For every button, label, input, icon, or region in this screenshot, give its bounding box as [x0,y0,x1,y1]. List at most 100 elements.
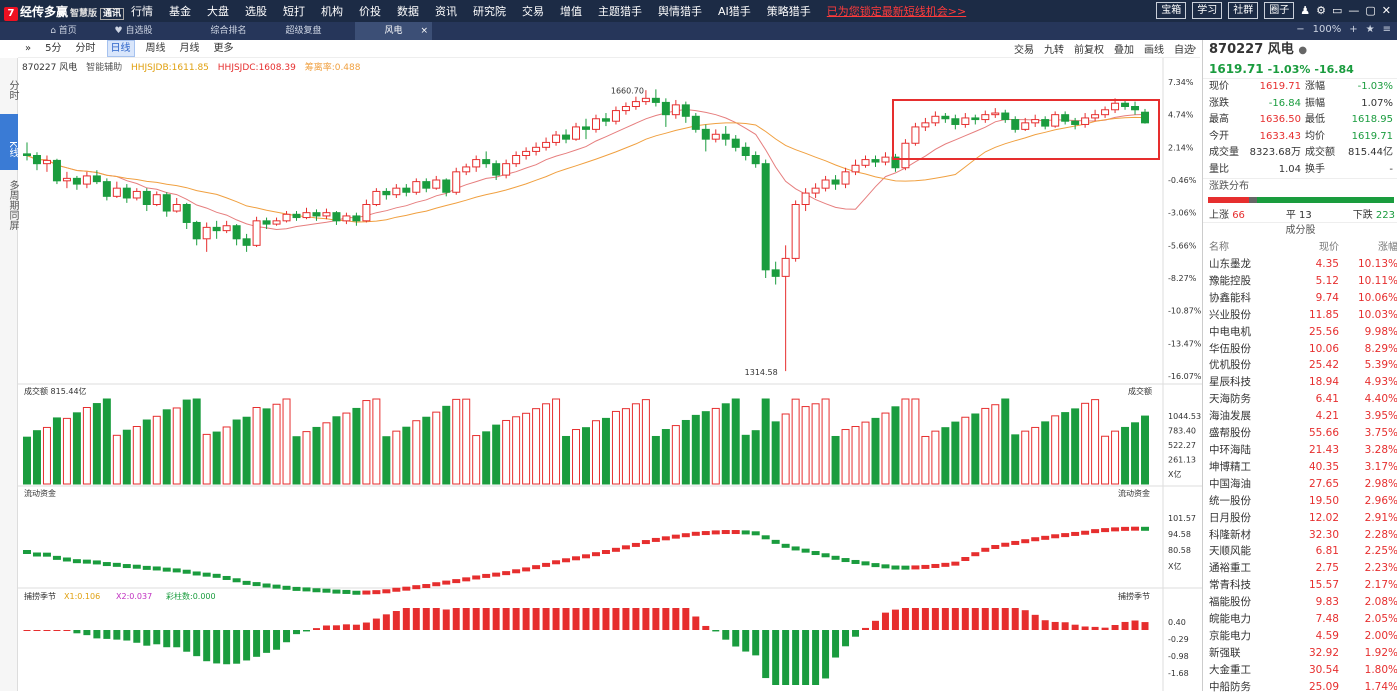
components-row[interactable]: 中国海油 27.65 2.98% [1203,476,1397,493]
components-row[interactable]: 科隆新材 32.30 2.28% [1203,527,1397,544]
components-row[interactable]: 皖能电力 7.48 2.05% [1203,611,1397,628]
components-row[interactable]: 中环海陆 21.43 3.28% [1203,442,1397,459]
tab-2[interactable]: 综合排名 [190,22,267,40]
nav-item-2[interactable]: 大盘 [207,5,229,18]
period-button-5[interactable]: 更多 [213,43,234,54]
info-icon[interactable]: ● [1298,45,1308,56]
volume-bar [701,411,710,485]
left-view-0[interactable]: 分时 [7,80,18,100]
volume-bar [671,425,680,485]
components-row[interactable]: 海油发展 4.21 3.95% [1203,408,1397,425]
minimize-icon[interactable]: — [1348,4,1360,17]
flow-bar [691,531,700,536]
components-row[interactable]: 通裕重工 2.75 2.23% [1203,560,1397,577]
period-button-3[interactable]: 周线 [145,43,166,54]
toolbar-right-button-2[interactable]: 前复权 [1074,45,1104,56]
period-button-4[interactable]: 月线 [179,43,200,54]
tab-4[interactable]: 风电 × [355,22,432,40]
user-icon[interactable]: ♟ [1300,4,1311,17]
nav-item-8[interactable]: 资讯 [435,5,457,18]
components-row[interactable]: 星辰科技 18.94 4.93% [1203,374,1397,391]
components-row[interactable]: 京能电力 4.59 2.00% [1203,628,1397,645]
tab-0[interactable]: ⌂ 首页 [25,22,102,40]
maximize-icon[interactable]: ▢ [1365,4,1376,17]
components-row[interactable]: 兴业股份 11.85 10.03% [1203,307,1397,324]
volume-bar [512,416,521,485]
toolbar-right-button-1[interactable]: 九转 [1044,45,1064,56]
collapse-icon[interactable]: » [25,43,32,54]
components-row[interactable]: 华伍股份 10.06 8.29% [1203,341,1397,358]
menu-icon[interactable]: ≡ [1382,24,1391,35]
component-price: 11.85 [1308,308,1339,321]
toolbar-right-button-0[interactable]: 交易 [1014,45,1034,56]
gear-icon[interactable]: ⚙ [1316,4,1326,17]
close-icon[interactable]: ✕ [1381,4,1391,17]
components-row[interactable]: 天海防务 6.41 4.40% [1203,391,1397,408]
chart-code-name: 870227 风电 [22,63,78,73]
components-row[interactable]: 优机股份 25.42 5.39% [1203,357,1397,374]
toolbar-right-button-5[interactable]: 自选 [1174,45,1194,56]
components-row[interactable]: 协鑫能科 9.74 10.06% [1203,290,1397,307]
nav-item-6[interactable]: 价投 [359,5,381,18]
components-row[interactable]: 日月股份 12.02 2.91% [1203,510,1397,527]
nav-item-1[interactable]: 基金 [169,5,191,18]
components-row[interactable]: 中船防务 25.09 1.74% [1203,679,1397,696]
nav-item-11[interactable]: 增值 [560,5,582,18]
nav-item-15[interactable]: 策略猎手 [766,5,811,18]
volume-bar [272,403,281,485]
star-icon[interactable]: ★ [1365,24,1375,35]
nav-item-0[interactable]: 行情 [131,5,153,18]
mode-badge[interactable]: 通讯 [100,8,125,20]
nav-item-9[interactable]: 研究院 [473,5,506,18]
left-view-2[interactable]: 多周期同屏 [7,180,18,230]
components-row[interactable]: 中电电机 25.56 9.98% [1203,324,1397,341]
nav-item-10[interactable]: 交易 [522,5,544,18]
component-name: 新强联 [1209,646,1241,659]
nav-item-4[interactable]: 短打 [283,5,305,18]
components-row[interactable]: 山东墨龙 4.35 10.13% [1203,256,1397,273]
candle [801,188,810,212]
top-right-button-3[interactable]: 圈子 [1264,2,1295,19]
flow-bar [582,554,590,559]
nav-item-12[interactable]: 主题猎手 [598,5,642,18]
top-right-button-2[interactable]: 社群 [1228,2,1259,19]
period-button-2[interactable]: 日线 [106,40,135,57]
promo-link[interactable]: 已为您锁定最新短线机会>> [826,5,967,18]
components-row[interactable]: 豫能控股 5.12 10.11% [1203,273,1397,290]
tab-1[interactable]: ♥ 自选股 [95,22,172,40]
nav-item-7[interactable]: 数据 [397,5,419,18]
quote-cell: 815.44亿 [1348,147,1393,158]
tab-3[interactable]: 超级复盘 [265,22,342,40]
components-row[interactable]: 盛帮股份 55.66 3.75% [1203,425,1397,442]
quote-cell: 最高 [1209,114,1229,125]
toolbar-right-button-4[interactable]: 画线 [1144,45,1164,56]
components-row[interactable]: 坤博精工 40.35 3.17% [1203,459,1397,476]
toolbar-right-button-3[interactable]: 叠加 [1114,45,1134,56]
assist-toggle[interactable]: 智能辅助 [86,63,123,73]
window-icon[interactable]: ▭ [1331,4,1343,17]
period-button-0[interactable]: 5分 [45,43,62,54]
left-view-1[interactable]: K线 [0,114,18,170]
components-row[interactable]: 新强联 32.92 1.92% [1203,645,1397,662]
season-bar [752,630,760,656]
components-row[interactable]: 天顺风能 6.81 2.25% [1203,543,1397,560]
top-right-button-1[interactable]: 学习 [1192,2,1223,19]
components-row[interactable]: 常青科技 15.57 2.17% [1203,577,1397,594]
period-button-1[interactable]: 分时 [75,43,96,54]
quote-cell: 均价 [1305,130,1325,142]
candle [691,113,700,133]
expand-right-icon[interactable]: › [1192,43,1197,54]
component-change: 1.80% [1364,663,1397,676]
components-row[interactable]: 福能股份 9.83 2.08% [1203,594,1397,611]
components-row[interactable]: 大金重工 30.54 1.80% [1203,662,1397,679]
nav-item-13[interactable]: 舆情猎手 [658,5,702,18]
nav-item-5[interactable]: 机构 [321,5,343,18]
zoom-in-icon[interactable]: + [1349,24,1358,35]
zoom-out-icon[interactable]: − [1296,24,1305,35]
app-logo[interactable]: 7 经传多赢 智慧版 通讯 [4,3,125,21]
components-row[interactable]: 统一股份 19.50 2.96% [1203,493,1397,510]
close-tab-icon[interactable]: × [420,26,428,36]
nav-item-3[interactable]: 选股 [245,5,267,18]
top-right-button-0[interactable]: 宝箱 [1156,2,1187,19]
nav-item-14[interactable]: AI猎手 [718,5,751,18]
